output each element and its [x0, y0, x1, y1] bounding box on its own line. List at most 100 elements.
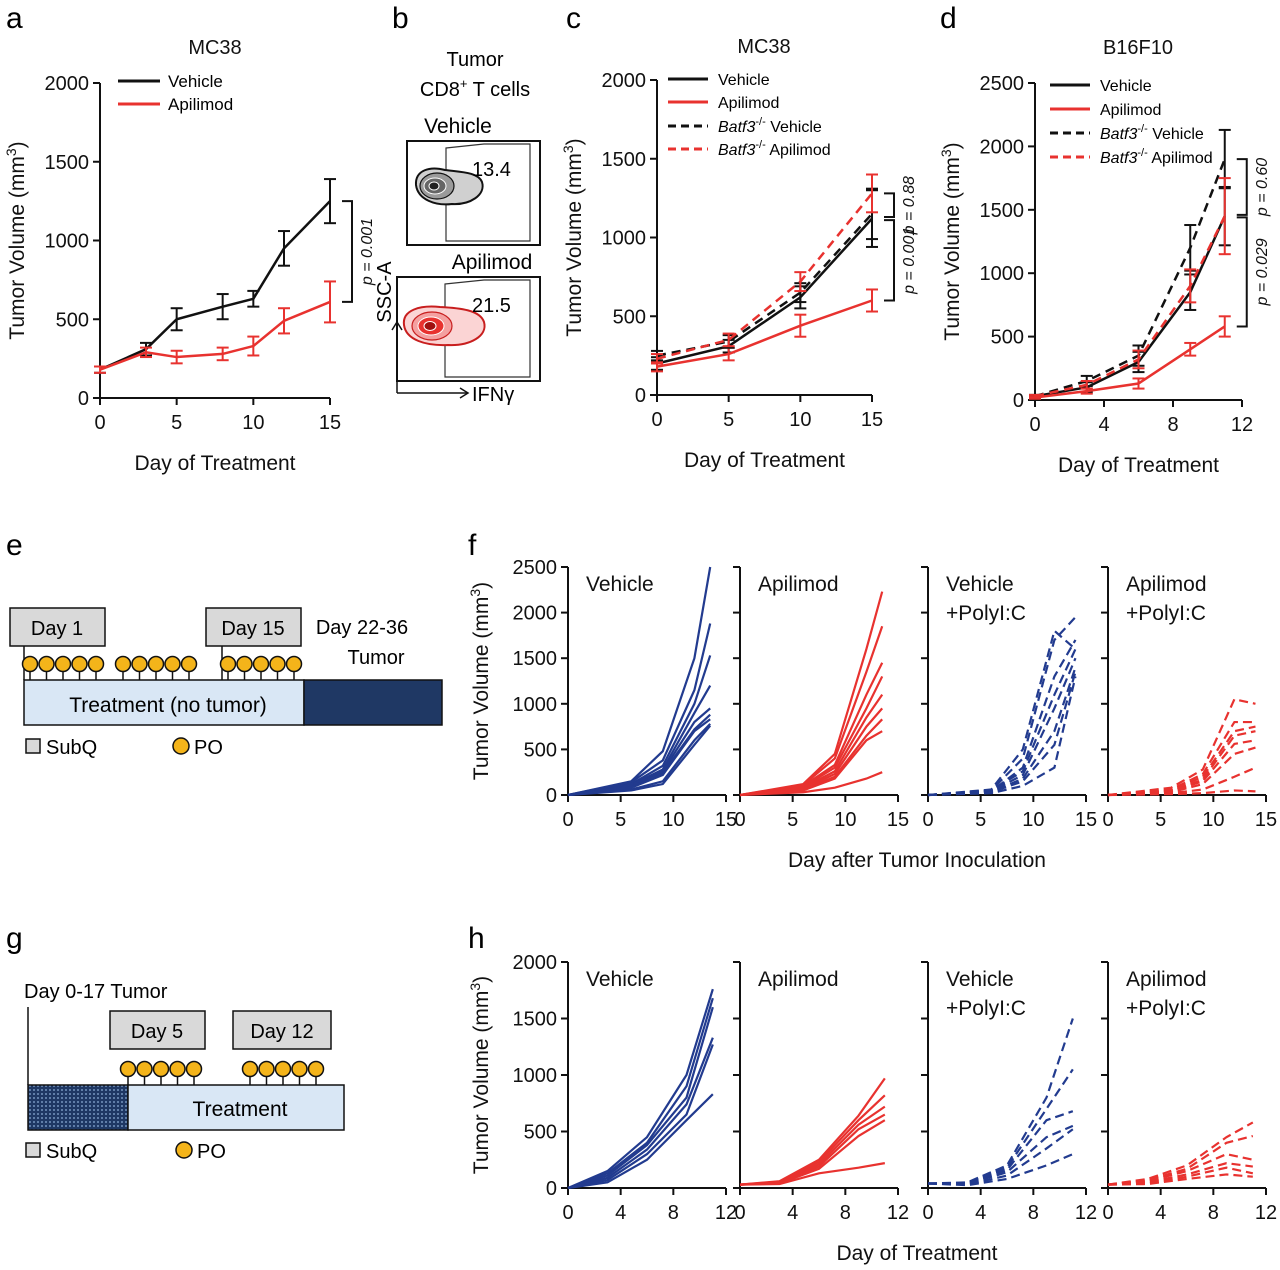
x-tick-label-h: 0	[562, 1202, 573, 1224]
po-dose-icon	[258, 1060, 275, 1078]
animal-line-f-1-7	[739, 730, 883, 797]
x-tick-label-h: 12	[1255, 1202, 1277, 1224]
legend-c: Vehicle Apilimod Batf3-/- Vehicle Batf3-…	[668, 72, 831, 159]
panel-letter-f: f	[468, 529, 477, 562]
po-dose-icon	[291, 1060, 308, 1078]
legend-c-batf3-vehicle-label: Batf3-/- Vehicle	[718, 116, 822, 136]
panel-b-flow: Tumor CD8+ T cells Vehicle 13.4 Apilimod…	[374, 49, 541, 406]
y-tick-label-c: 2000	[602, 70, 647, 92]
series-line-c-2	[656, 213, 873, 357]
panel-g-dose-markers	[119, 1060, 325, 1085]
sig-pvalue-d-0: p = 0.60	[1254, 158, 1271, 217]
panel-title-f-2: +PolyI:C	[946, 602, 1026, 625]
animal-line-f-0-5	[567, 713, 711, 797]
animal-line-f-0-8	[567, 724, 712, 797]
y-tick-label-h: 2000	[513, 952, 558, 974]
x-tick-label-h: 8	[840, 1202, 851, 1224]
po-dose-icon	[164, 655, 181, 673]
sig-pvalue-c-1: p = 0.001	[901, 227, 918, 295]
x-tick-label-h: 12	[715, 1202, 737, 1224]
series-line-a-0	[99, 200, 331, 371]
x-tick-label-h: 4	[975, 1202, 986, 1224]
series-line-c-0	[656, 217, 873, 365]
po-dose-icon	[152, 1060, 170, 1078]
animal-line-f-3-7	[1107, 789, 1256, 797]
po-dose-icon	[136, 1060, 153, 1078]
chart-title-c: MC38	[737, 36, 790, 58]
panel-b-apilimod-contour	[402, 305, 486, 347]
y-tick-label-d: 1500	[980, 200, 1025, 222]
x-tick-label-h: 4	[787, 1202, 798, 1224]
po-dose-icon	[180, 655, 198, 673]
animal-line-h-1-5	[739, 1162, 886, 1186]
y-tick-label-f: 2500	[513, 557, 558, 579]
y-tick-label-f: 1500	[513, 648, 558, 670]
animal-line-h-2-2	[928, 1110, 1074, 1185]
panel-letter-c: c	[566, 2, 581, 35]
panel-b-apilimod-percent: 21.5	[472, 295, 511, 317]
chart-d: 0 500 1000 1500 2000 2500 0 4 8 12 Day of Treatmen…	[938, 37, 1271, 477]
panel-letter-g: g	[6, 922, 23, 955]
x-tick-label-h: 8	[1208, 1202, 1219, 1224]
series-line-d-1	[1034, 325, 1226, 399]
animal-line-f-1-0	[739, 591, 884, 797]
legend-a: Vehicle Apilimod	[118, 72, 233, 114]
y-tick-label-a: 1500	[45, 152, 90, 174]
panel-b-vehicle-contour	[414, 167, 484, 206]
x-tick-label-h: 0	[734, 1202, 745, 1224]
series-line-c-1	[656, 299, 873, 368]
po-dose-icon	[252, 655, 270, 673]
x-tick-label-f: 0	[922, 809, 933, 831]
y-tick-label-d: 500	[991, 327, 1024, 349]
panel-letter-b: b	[392, 2, 409, 35]
panel-g-tumor-period: Day 0-17 Tumor	[24, 981, 168, 1003]
animal-line-h-3-4	[1107, 1166, 1254, 1186]
panel-letter-h: h	[468, 922, 485, 955]
x-tick-label-c: 5	[723, 409, 734, 431]
y-tick-label-f: 2000	[513, 603, 558, 625]
po-dose-icon	[241, 1060, 259, 1078]
x-tick-label-h: 8	[1028, 1202, 1039, 1224]
po-dose-icon	[185, 1060, 203, 1078]
y-tick-label-c: 1000	[602, 228, 647, 250]
po-dose-icon	[71, 655, 88, 673]
x-tick-label-h: 4	[615, 1202, 626, 1224]
x-tick-label-f: 10	[834, 809, 856, 831]
panel-title-f-2: Vehicle	[946, 573, 1014, 596]
panel-title-h-2: Vehicle	[946, 968, 1014, 991]
legend-d-batf3-apilimod-label: Batf3-/- Apilimod	[1100, 147, 1213, 167]
legend-d-apilimod-label: Apilimod	[1100, 102, 1161, 119]
po-dose-icon	[119, 1060, 137, 1078]
chart-title-a: MC38	[188, 37, 241, 59]
sig-bracket-d-0	[1236, 158, 1248, 216]
panel-b-y-label: SSC-A	[374, 261, 396, 323]
y-axis-label-a: Tumor Volume (mm3)	[3, 141, 29, 339]
panel-e-tumor-line2: Tumor	[347, 647, 404, 669]
x-tick-label-d: 8	[1167, 414, 1178, 436]
y-tick-label-h: 1500	[513, 1009, 558, 1031]
panel-letter-a: a	[6, 2, 23, 35]
x-tick-label-f: 10	[662, 809, 684, 831]
y-axis-label-c: Tumor Volume (mm3)	[560, 138, 586, 336]
x-tick-label-a: 10	[242, 412, 264, 434]
sig-bracket-c-1	[884, 219, 895, 302]
series-line-d-0	[1034, 215, 1226, 398]
x-tick-label-h: 0	[1102, 1202, 1113, 1224]
x-tick-label-h: 0	[922, 1202, 933, 1224]
panel-g-po-swatch	[175, 1141, 193, 1159]
x-tick-label-h: 8	[668, 1202, 679, 1224]
x-tick-label-f: 10	[1022, 809, 1044, 831]
panel-g-day5-box	[109, 1010, 206, 1050]
panel-e-subq-label: SubQ	[46, 737, 97, 759]
animal-line-f-3-1	[1107, 720, 1256, 797]
panel-b-x-arrowhead	[459, 387, 470, 399]
legend-a-vehicle-label: Vehicle	[168, 72, 223, 91]
animal-line-f-3-0	[1107, 697, 1256, 797]
po-dose-icon	[219, 655, 237, 673]
y-tick-label-f: 1000	[513, 694, 558, 716]
x-tick-label-f: 0	[562, 809, 573, 831]
panel-e-day15-box	[205, 607, 302, 647]
panel-g-subq-label: SubQ	[46, 1141, 97, 1163]
animal-line-f-0-1	[567, 623, 712, 797]
